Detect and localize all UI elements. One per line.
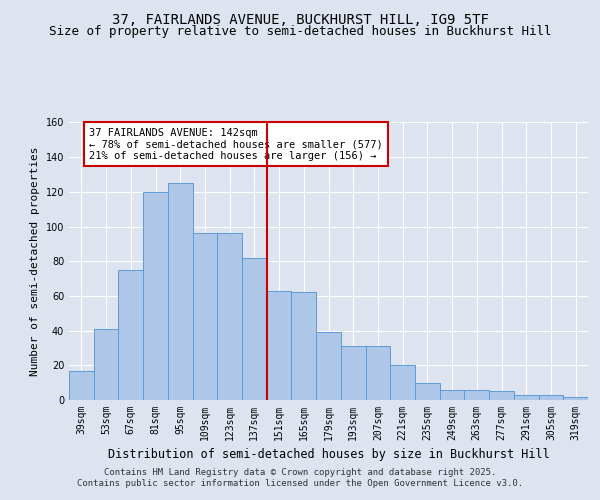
X-axis label: Distribution of semi-detached houses by size in Buckhurst Hill: Distribution of semi-detached houses by … — [107, 448, 550, 462]
Text: Contains HM Land Registry data © Crown copyright and database right 2025.
Contai: Contains HM Land Registry data © Crown c… — [77, 468, 523, 487]
Bar — [563, 396, 588, 400]
Text: Size of property relative to semi-detached houses in Buckhurst Hill: Size of property relative to semi-detach… — [49, 25, 551, 38]
Bar — [242, 258, 267, 400]
Bar — [69, 370, 94, 400]
Bar — [316, 332, 341, 400]
Bar — [415, 382, 440, 400]
Bar — [143, 192, 168, 400]
Bar — [539, 395, 563, 400]
Bar — [365, 346, 390, 400]
Bar — [168, 183, 193, 400]
Bar — [341, 346, 365, 400]
Bar — [514, 395, 539, 400]
Bar — [193, 234, 217, 400]
Bar — [217, 234, 242, 400]
Bar — [390, 366, 415, 400]
Bar — [118, 270, 143, 400]
Bar — [440, 390, 464, 400]
Bar — [464, 390, 489, 400]
Bar — [292, 292, 316, 400]
Bar — [94, 329, 118, 400]
Bar — [267, 290, 292, 400]
Bar — [489, 392, 514, 400]
Text: 37, FAIRLANDS AVENUE, BUCKHURST HILL, IG9 5TF: 37, FAIRLANDS AVENUE, BUCKHURST HILL, IG… — [112, 12, 488, 26]
Y-axis label: Number of semi-detached properties: Number of semi-detached properties — [30, 146, 40, 376]
Text: 37 FAIRLANDS AVENUE: 142sqm
← 78% of semi-detached houses are smaller (577)
21% : 37 FAIRLANDS AVENUE: 142sqm ← 78% of sem… — [89, 128, 383, 161]
